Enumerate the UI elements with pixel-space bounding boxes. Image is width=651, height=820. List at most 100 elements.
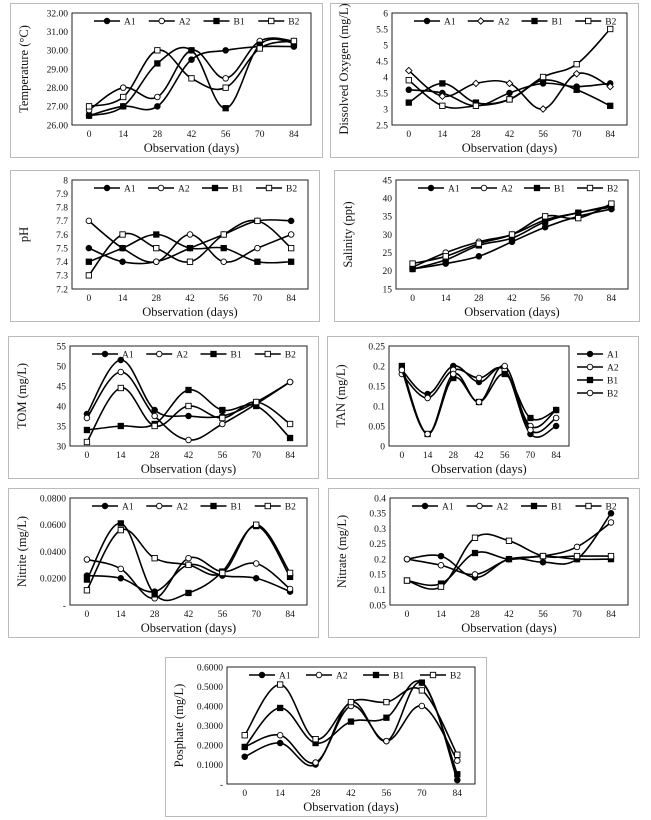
legend-item-b2: B2 bbox=[254, 502, 296, 512]
plot-area bbox=[388, 345, 570, 447]
data-point bbox=[219, 414, 226, 422]
series-b2 bbox=[409, 200, 615, 267]
y-axis-title: Nitrite (mg/L) bbox=[15, 516, 29, 587]
data-point bbox=[607, 552, 615, 560]
y-tick-label: 0.4000 bbox=[197, 702, 223, 712]
data-point bbox=[253, 521, 260, 528]
data-point bbox=[222, 105, 229, 112]
x-tick-label: 70 bbox=[572, 130, 582, 140]
data-point bbox=[472, 79, 480, 88]
series-b2 bbox=[85, 217, 295, 279]
y-tick-label: 5 bbox=[383, 41, 388, 51]
data-point bbox=[154, 60, 161, 67]
data-point bbox=[573, 86, 580, 93]
series-a1 bbox=[85, 217, 295, 265]
legend-label: B1 bbox=[231, 502, 242, 512]
legend-item-a2: A2 bbox=[471, 184, 513, 194]
data-point bbox=[438, 92, 447, 101]
x-tick-label: 56 bbox=[218, 610, 228, 620]
legend-marker bbox=[213, 17, 220, 25]
legend: A1 A2 B1 B2 bbox=[92, 350, 296, 360]
legend-marker bbox=[586, 350, 594, 358]
legend: A1 A2 B1 B2 bbox=[418, 184, 618, 194]
data-point bbox=[154, 93, 161, 101]
nitrite-chart: - 0.0200 0.0400 0.0600 0.0800 0 14 28 42 56 70 84 Ob… bbox=[8, 488, 319, 638]
y-tick-label: 0.15 bbox=[368, 382, 385, 392]
x-tick-label: 84 bbox=[551, 451, 561, 461]
x-tick-label: 84 bbox=[289, 130, 299, 140]
data-point bbox=[185, 436, 192, 444]
data-point bbox=[117, 520, 124, 527]
data-point bbox=[472, 102, 480, 109]
y-tick-label: 0.15 bbox=[369, 571, 386, 581]
legend-marker bbox=[210, 350, 217, 358]
data-point bbox=[539, 558, 547, 566]
y-tick-label: 0.35 bbox=[369, 510, 386, 520]
data-point bbox=[287, 231, 295, 238]
y-axis-title: Salinity (ppt) bbox=[341, 201, 355, 267]
data-point bbox=[573, 543, 581, 551]
data-point bbox=[471, 534, 479, 541]
y-tick-label: 0 bbox=[380, 442, 385, 452]
y-axis-title: TOM (mg/L) bbox=[15, 363, 29, 429]
y-tick-label: 30.00 bbox=[47, 47, 69, 57]
x-tick-label: 0 bbox=[85, 451, 90, 461]
series-a2 bbox=[85, 217, 295, 265]
series-line bbox=[88, 218, 292, 265]
data-point bbox=[573, 552, 581, 560]
legend-item-a2: A2 bbox=[467, 17, 510, 27]
legend-marker bbox=[158, 17, 165, 25]
y-tick-label: - bbox=[63, 601, 66, 611]
legend-label: A2 bbox=[176, 502, 188, 512]
legend-label: B2 bbox=[450, 671, 461, 681]
x-tick-label: 0 bbox=[410, 294, 415, 304]
x-tick-label: 56 bbox=[382, 789, 392, 799]
y-tick-label: 0.4 bbox=[374, 494, 386, 504]
x-tick-label: 14 bbox=[116, 610, 126, 620]
legend-item-a1: A1 bbox=[418, 184, 460, 194]
data-point bbox=[286, 434, 294, 442]
x-tick-label: 56 bbox=[219, 294, 229, 304]
tom-chart: 30 35 40 45 50 55 0 14 28 42 56 70 84 Observation (da… bbox=[8, 336, 319, 479]
x-tick-label: 28 bbox=[152, 294, 162, 304]
y-tick-label: 2.5 bbox=[376, 121, 388, 131]
data-point bbox=[153, 231, 160, 238]
data-point bbox=[117, 565, 125, 573]
data-point bbox=[607, 25, 614, 33]
legend-label: B1 bbox=[231, 350, 242, 360]
legend-item-a2: A2 bbox=[148, 17, 191, 27]
data-point bbox=[119, 231, 126, 238]
data-point bbox=[471, 571, 479, 578]
x-tick-label: 0 bbox=[406, 130, 411, 140]
legend-marker bbox=[155, 350, 163, 358]
x-tick-label: 84 bbox=[607, 294, 617, 304]
dissolved-oxygen-svg: 2.5 3 3.5 4 4.5 5 5.5 6 0 14 28 42 56 70 84 Observation… bbox=[330, 3, 639, 158]
data-point bbox=[398, 366, 406, 374]
x-tick-label: 28 bbox=[471, 130, 481, 140]
legend-label: A1 bbox=[124, 184, 136, 194]
y-tick-label: 27.00 bbox=[47, 103, 69, 113]
x-tick-label: 0 bbox=[87, 130, 92, 140]
legend-marker bbox=[264, 350, 271, 358]
x-tick-label: 70 bbox=[251, 610, 261, 620]
x-tick-label: 84 bbox=[605, 130, 615, 140]
data-point bbox=[153, 244, 160, 252]
data-point bbox=[276, 731, 284, 739]
legend: A1 A2 B1 B2 bbox=[577, 350, 619, 399]
legend-label: A1 bbox=[444, 17, 456, 27]
data-point bbox=[541, 223, 549, 231]
data-point bbox=[186, 231, 194, 238]
y-tick-label: 35 bbox=[57, 422, 67, 432]
legend-label: B1 bbox=[607, 376, 618, 386]
x-axis-title: Observation (days) bbox=[462, 141, 557, 155]
legend-label: A1 bbox=[442, 502, 454, 512]
x-tick-label: 70 bbox=[253, 294, 263, 304]
tan-chart: 0 0.05 0.1 0.15 0.2 0.25 0 14 28 42 56 70 84 Observat… bbox=[327, 336, 639, 479]
y-tick-label: 15 bbox=[383, 285, 393, 295]
data-point bbox=[471, 549, 479, 557]
legend-label: A2 bbox=[498, 17, 510, 27]
y-axis-title: Temperature (°C) bbox=[17, 25, 31, 113]
y-tick-label: 0.1000 bbox=[197, 761, 223, 771]
legend-marker bbox=[586, 376, 594, 384]
legend-item-b2: B2 bbox=[577, 184, 618, 194]
